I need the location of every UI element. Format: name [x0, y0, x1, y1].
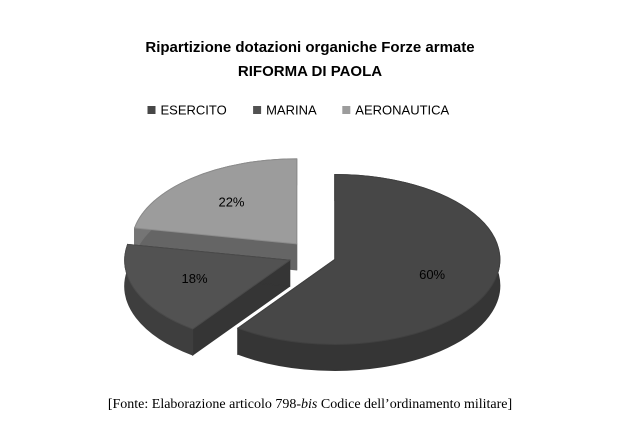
- legend: ESERCITO MARINA AERONAUTICA: [147, 102, 450, 117]
- legend-swatch: [342, 106, 351, 114]
- slice: [236, 173, 501, 345]
- slice: [124, 243, 292, 330]
- source-text: Codice dell’ordinamento militare]: [317, 397, 512, 412]
- source-text: [Fonte: Elaborazione articolo 798-: [108, 397, 302, 412]
- chart-subtitle: RIFORMA DI PAOLA: [238, 63, 382, 80]
- slice: [133, 158, 298, 245]
- legend-label: AERONAUTICA: [355, 102, 449, 117]
- legend-label: MARINA: [266, 102, 317, 117]
- source-text: bis: [301, 397, 318, 412]
- data-label: 18%: [182, 271, 208, 286]
- data-label: 22%: [218, 195, 244, 210]
- pie: 60% 18% 22%: [124, 158, 501, 371]
- chart-title: Ripartizione dotazioni organiche Forze a…: [145, 39, 474, 56]
- source-note: [Fonte: Elaborazione articolo 798-bis Co…: [108, 397, 512, 412]
- data-label: 60%: [419, 267, 445, 282]
- legend-swatch: [253, 106, 262, 114]
- legend-label: ESERCITO: [161, 102, 227, 117]
- legend-swatch: [147, 106, 156, 114]
